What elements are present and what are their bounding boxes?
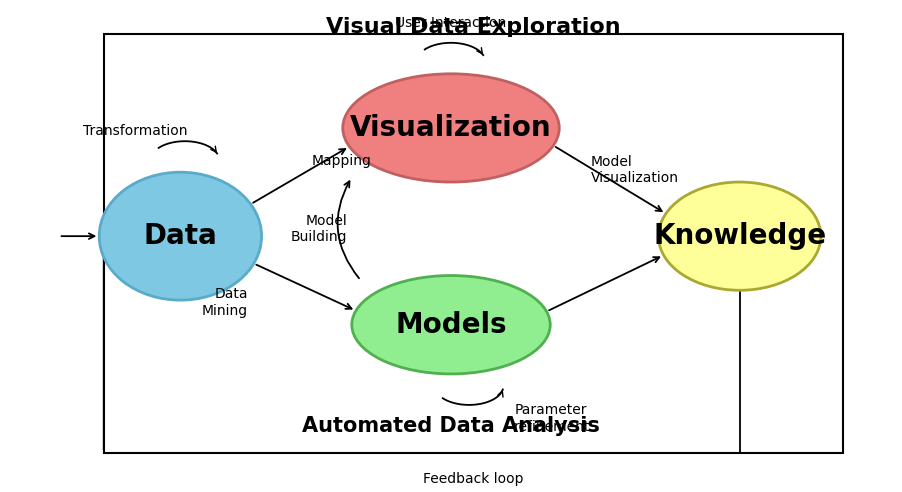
Text: Visualization: Visualization [350, 114, 552, 142]
Text: Visual Data Exploration: Visual Data Exploration [327, 17, 621, 37]
Text: Parameter
refinement: Parameter refinement [514, 403, 591, 433]
Text: User Interaction: User Interaction [395, 16, 507, 30]
Text: Knowledge: Knowledge [653, 222, 826, 250]
Text: Automated Data Analysis: Automated Data Analysis [302, 416, 600, 435]
Ellipse shape [99, 172, 262, 300]
FancyBboxPatch shape [104, 34, 843, 453]
Text: Model
Building: Model Building [290, 214, 347, 244]
Ellipse shape [352, 276, 550, 374]
Text: Models: Models [395, 311, 507, 338]
Text: Transformation: Transformation [83, 124, 188, 138]
Text: Model
Visualization: Model Visualization [591, 154, 679, 185]
Ellipse shape [343, 74, 559, 182]
Ellipse shape [658, 182, 821, 290]
Text: Data: Data [143, 222, 217, 250]
Text: Feedback loop: Feedback loop [423, 472, 524, 486]
Text: Mapping: Mapping [311, 154, 371, 168]
Text: Data
Mining: Data Mining [202, 287, 248, 318]
